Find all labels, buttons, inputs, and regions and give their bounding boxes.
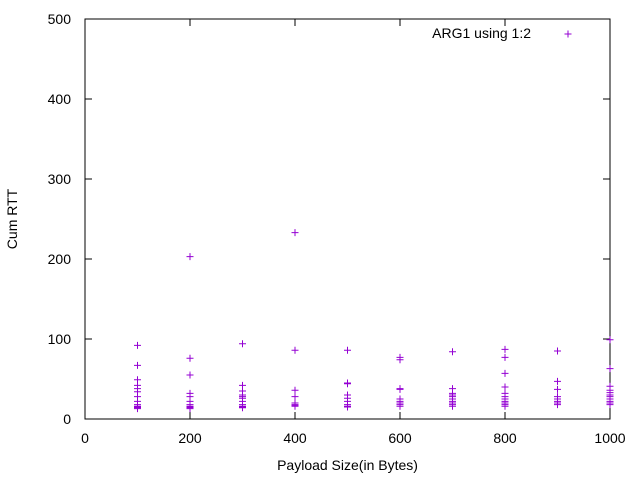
data-point	[449, 348, 456, 356]
data-point	[396, 385, 404, 393]
data-point	[554, 401, 561, 409]
x-tick-label: 0	[81, 430, 89, 446]
data-point	[134, 341, 141, 349]
data-point	[186, 253, 194, 261]
data-point	[606, 336, 614, 344]
legend-marker	[564, 30, 572, 38]
data-point	[291, 393, 299, 401]
x-tick-label: 1000	[594, 430, 625, 446]
data-point	[291, 229, 299, 237]
x-tick-label: 800	[493, 430, 517, 446]
y-tick-label: 400	[48, 91, 72, 107]
data-point	[239, 404, 246, 412]
data-point	[134, 405, 141, 413]
y-tick-label: 100	[48, 331, 72, 347]
data-point	[344, 380, 351, 388]
data-point	[554, 347, 561, 355]
data-point	[239, 340, 246, 348]
data-point	[186, 371, 194, 379]
data-point	[291, 346, 299, 354]
data-point	[396, 402, 404, 410]
legend-marker-glyph	[564, 30, 572, 38]
y-tick-label: 300	[48, 171, 72, 187]
data-point	[344, 346, 351, 354]
data-point	[291, 402, 299, 410]
plot-frame	[84, 18, 611, 420]
x-axis-label: Payload Size(in Bytes)	[277, 457, 418, 473]
tick-labels: 0 200 400 600 800 1000 0 100 200 300 400 500	[48, 11, 626, 446]
data-point	[501, 369, 509, 377]
data-point	[501, 383, 509, 391]
data-point	[449, 402, 456, 410]
data-point	[134, 361, 141, 369]
y-tick-label: 200	[48, 251, 72, 267]
data-points	[134, 229, 614, 413]
y-tick-label: 0	[63, 411, 71, 427]
y-tick-label: 500	[48, 11, 72, 27]
legend-label: ARG1 using 1:2	[432, 25, 531, 41]
data-point	[186, 354, 194, 362]
x-tick-label: 200	[178, 430, 202, 446]
x-tick-label: 400	[283, 430, 307, 446]
data-point	[606, 401, 614, 409]
y-axis-label: Cum RTT	[4, 188, 20, 249]
data-point	[501, 345, 509, 353]
data-point	[606, 365, 614, 373]
data-point	[186, 405, 194, 413]
data-point	[554, 377, 561, 385]
data-point	[501, 353, 509, 361]
data-point	[396, 356, 404, 364]
legend: ARG1 using 1:2	[432, 25, 572, 41]
data-point	[291, 386, 299, 394]
data-point	[344, 403, 351, 411]
data-point	[554, 385, 561, 393]
tick-marks	[84, 18, 611, 420]
x-tick-label: 600	[388, 430, 412, 446]
data-point	[501, 402, 509, 410]
